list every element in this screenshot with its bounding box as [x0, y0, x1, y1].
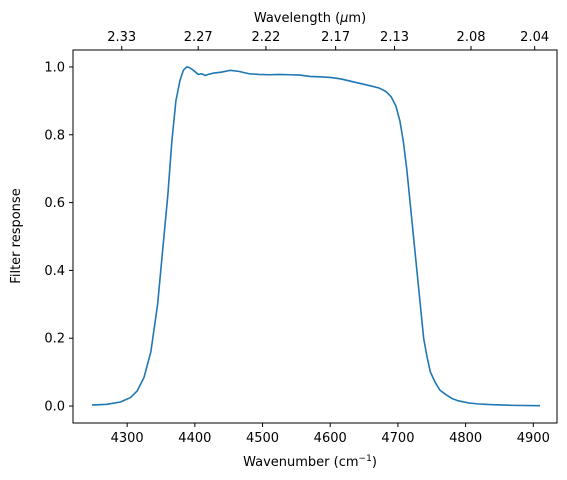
top-tick-label: 2.08: [457, 30, 486, 45]
plot-frame: [72, 49, 558, 424]
x-tick-label: 4800: [449, 431, 482, 446]
y-tick-label: 1.0: [44, 60, 65, 75]
top-tick-label: 2.22: [251, 30, 280, 45]
response-curve: [91, 66, 541, 407]
y-tick-label: 0.8: [44, 128, 65, 143]
top-tick-label: 2.04: [520, 30, 549, 45]
y-axis-ticks: 0.0 0.2 0.4 0.6 0.8 1.0: [44, 60, 73, 415]
top-tick-label: 2.13: [380, 30, 409, 45]
x-tick-label: 4900: [517, 431, 550, 446]
x-tick-label: 4400: [178, 431, 211, 446]
x-tick-label: 4700: [381, 431, 414, 446]
top-axis-label: Wavelength (μm): [254, 11, 366, 26]
y-axis-label: Filter response: [9, 188, 24, 283]
x-tick-label: 4500: [246, 431, 279, 446]
y-tick-label: 0.0: [44, 400, 65, 415]
x-tick-label: 4300: [111, 431, 144, 446]
y-tick-label: 0.6: [44, 196, 65, 211]
top-tick-label: 2.17: [321, 30, 350, 45]
y-tick-label: 0.4: [44, 264, 65, 279]
y-tick-label: 0.2: [44, 332, 65, 347]
top-tick-label: 2.27: [184, 30, 213, 45]
x-tick-label: 4600: [314, 431, 347, 446]
top-axis-ticks: 2.33 2.27 2.22 2.17 2.13 2.08 2.04: [107, 30, 549, 50]
x-axis-ticks: 4300 4400 4500 4600 4700 4800 4900: [111, 423, 550, 446]
top-tick-label: 2.33: [107, 30, 136, 45]
x-axis-label: Wavenumber (cm−1): [243, 454, 377, 470]
